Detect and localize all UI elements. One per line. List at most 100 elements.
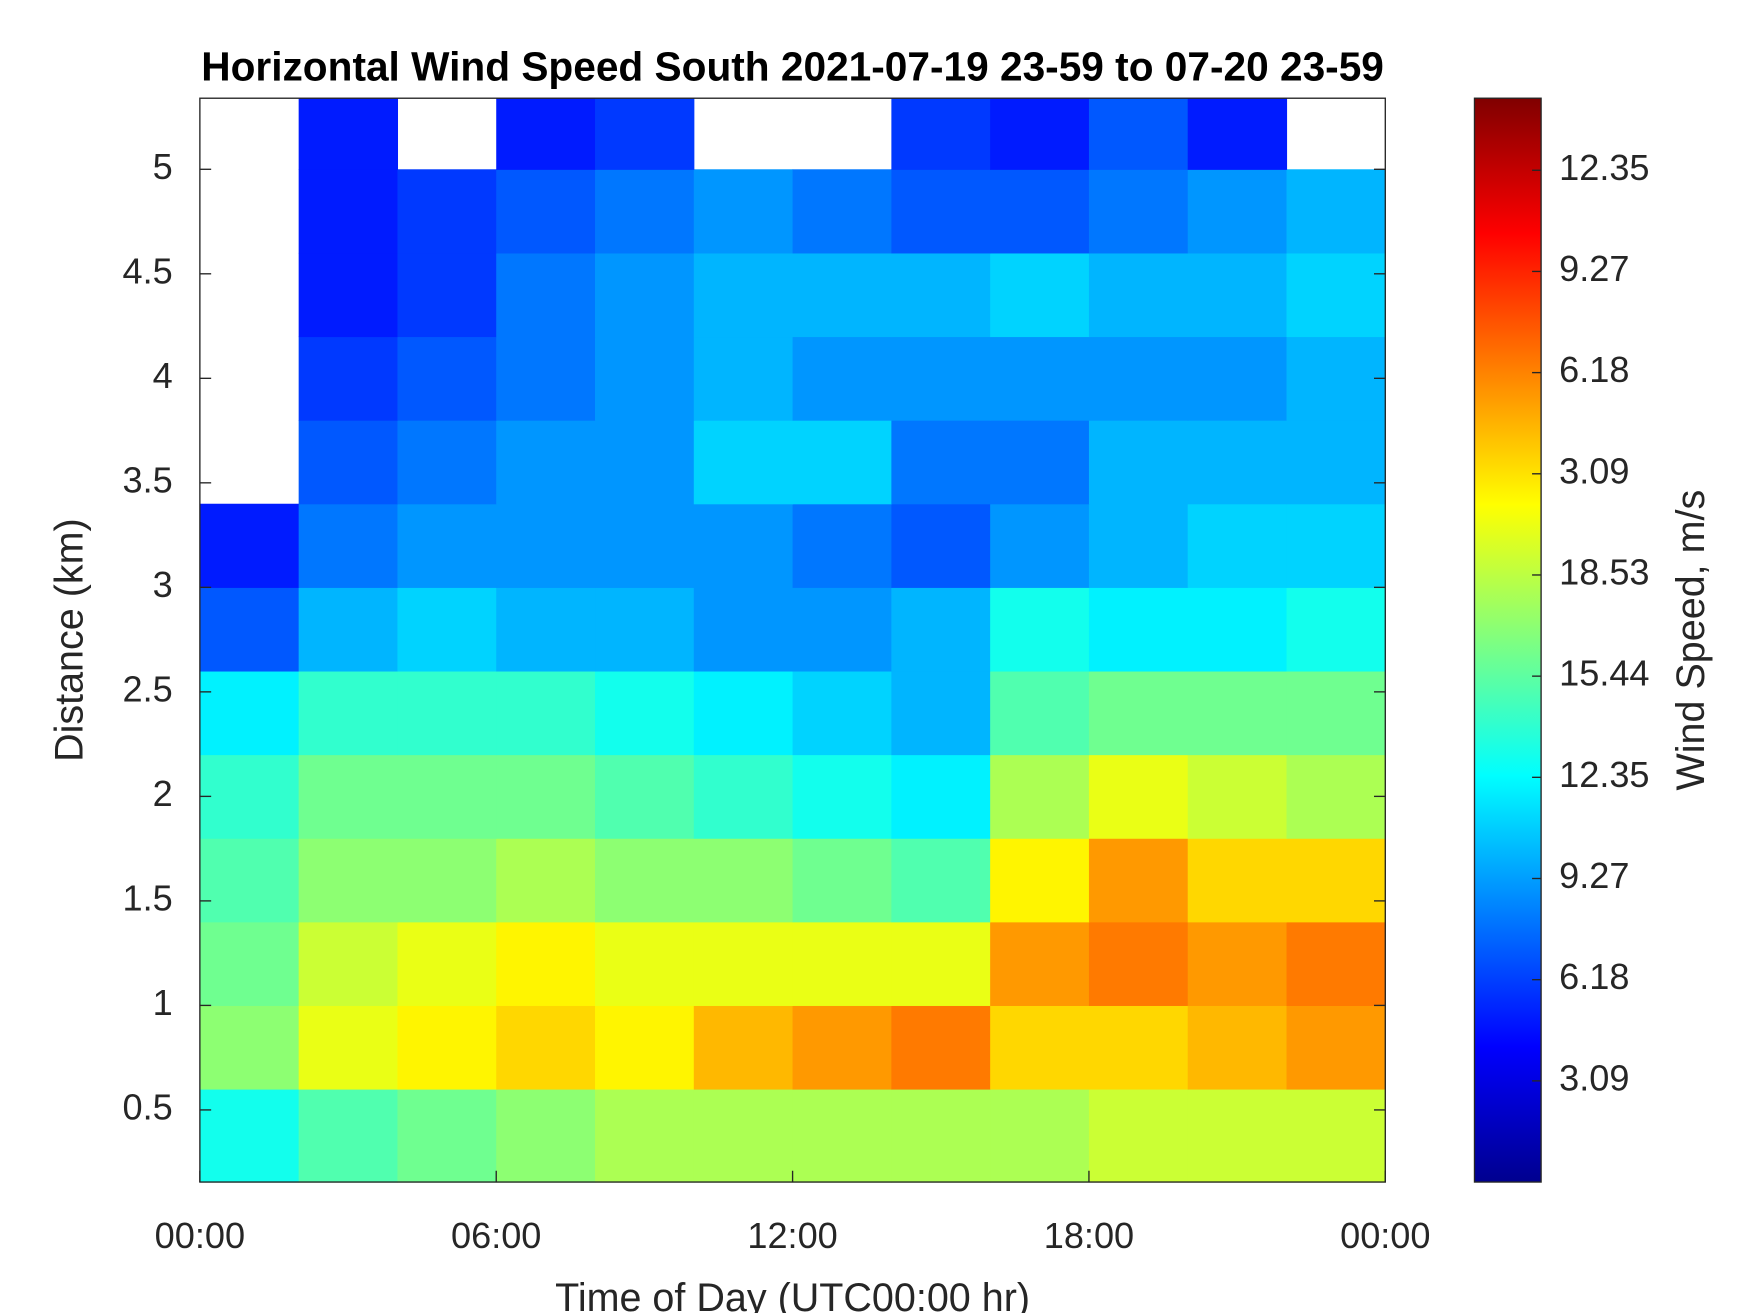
heat-cell [792, 587, 892, 672]
heat-cell [1187, 670, 1288, 756]
heat-cell [298, 838, 399, 923]
heat-cell [1286, 587, 1386, 672]
heat-cell [298, 252, 399, 338]
heat-cell [990, 1005, 1090, 1090]
heat-cell [792, 169, 892, 254]
heat-cell [1286, 169, 1386, 254]
heat-cell [693, 754, 794, 839]
heat-cell [891, 1089, 991, 1183]
colorbar-tick-label: 15.44 [1559, 653, 1649, 694]
heat-cell [891, 921, 991, 1006]
heat-cell [1187, 503, 1288, 588]
heat-cell [891, 838, 991, 923]
heat-cell [792, 838, 892, 923]
heat-cell [792, 503, 892, 588]
colorbar-tick-label: 12.35 [1559, 754, 1649, 795]
heat-cell [1286, 336, 1386, 421]
heat-cell [693, 336, 794, 421]
heat-cell [1187, 1005, 1288, 1090]
heat-cell [990, 420, 1090, 505]
heat-cell [397, 587, 497, 672]
heat-cell [595, 838, 695, 923]
y-tick-label: 3.5 [123, 459, 173, 500]
heat-cell [1286, 1089, 1386, 1183]
heat-cell [397, 336, 497, 421]
heat-cell [1286, 838, 1386, 923]
heatmap [199, 98, 1386, 1183]
heat-cell [990, 587, 1090, 672]
heat-cell [792, 670, 892, 756]
y-tick-label: 1 [153, 982, 173, 1023]
heat-cell [397, 1089, 497, 1183]
y-tick-label: 2.5 [123, 668, 173, 709]
heat-cell [1088, 420, 1189, 505]
heat-cell [693, 252, 794, 338]
heat-cell [792, 336, 892, 421]
heat-cell [199, 1089, 300, 1183]
heat-cell [990, 169, 1090, 254]
x-tick-label: 00:00 [1340, 1215, 1430, 1256]
heat-cell [891, 754, 991, 839]
heat-cell [397, 420, 497, 505]
heat-cell [199, 1005, 300, 1090]
heat-cell [1187, 921, 1288, 1006]
heat-cell [496, 252, 596, 338]
heat-cell [595, 1089, 695, 1183]
y-tick-label: 4 [153, 355, 173, 396]
heat-cell [792, 1005, 892, 1090]
heat-cell [1187, 587, 1288, 672]
heat-cell [496, 1005, 596, 1090]
colorbar-tick-label: 9.27 [1559, 248, 1629, 289]
heat-cell [1088, 754, 1189, 839]
heat-cell [792, 420, 892, 505]
heat-cell [1286, 252, 1386, 338]
heat-cell [595, 252, 695, 338]
heat-cell [891, 169, 991, 254]
heat-cell [990, 838, 1090, 923]
heat-cell [1187, 420, 1288, 505]
heat-cell [1286, 1005, 1386, 1090]
heat-cell [990, 98, 1090, 170]
heat-cell [1088, 838, 1189, 923]
heat-cell [199, 838, 300, 923]
heat-cell [496, 670, 596, 756]
heat-cell [990, 503, 1090, 588]
x-tick-label: 12:00 [747, 1215, 837, 1256]
heat-cell [792, 1089, 892, 1183]
heat-cell [595, 587, 695, 672]
heat-cell [496, 169, 596, 254]
heat-cell [496, 838, 596, 923]
heat-cell [1286, 503, 1386, 588]
y-tick-label: 1.5 [123, 877, 173, 918]
heat-cell [397, 838, 497, 923]
heat-cell [693, 503, 794, 588]
heat-cell [891, 98, 991, 170]
heat-cell [792, 754, 892, 839]
heat-cell [1088, 587, 1189, 672]
heat-cell [990, 754, 1090, 839]
colorbar-tick-label: 6.18 [1559, 349, 1629, 390]
heat-cell [693, 169, 794, 254]
y-tick-label: 0.5 [123, 1086, 173, 1127]
heat-cell [397, 503, 497, 588]
heat-cell [693, 670, 794, 756]
heat-cell [298, 1089, 399, 1183]
colorbar-tick-label: 12.35 [1559, 147, 1649, 188]
heat-cell [693, 838, 794, 923]
heat-cell [298, 503, 399, 588]
heat-cell [693, 420, 794, 505]
heat-cell [1088, 921, 1189, 1006]
heat-cell [298, 336, 399, 421]
heat-cell [693, 587, 794, 672]
heat-cell [595, 1005, 695, 1090]
heat-cell [595, 98, 695, 170]
heat-cell [397, 252, 497, 338]
heat-cell [1187, 336, 1288, 421]
heat-cell [595, 336, 695, 421]
y-axis-label: Distance (km) [48, 518, 92, 762]
colorbar-tick-label: 3.09 [1559, 1057, 1629, 1098]
heat-cell [1187, 98, 1288, 170]
y-tick-label: 2 [153, 773, 173, 814]
colorbar-tick-label: 3.09 [1559, 450, 1629, 491]
